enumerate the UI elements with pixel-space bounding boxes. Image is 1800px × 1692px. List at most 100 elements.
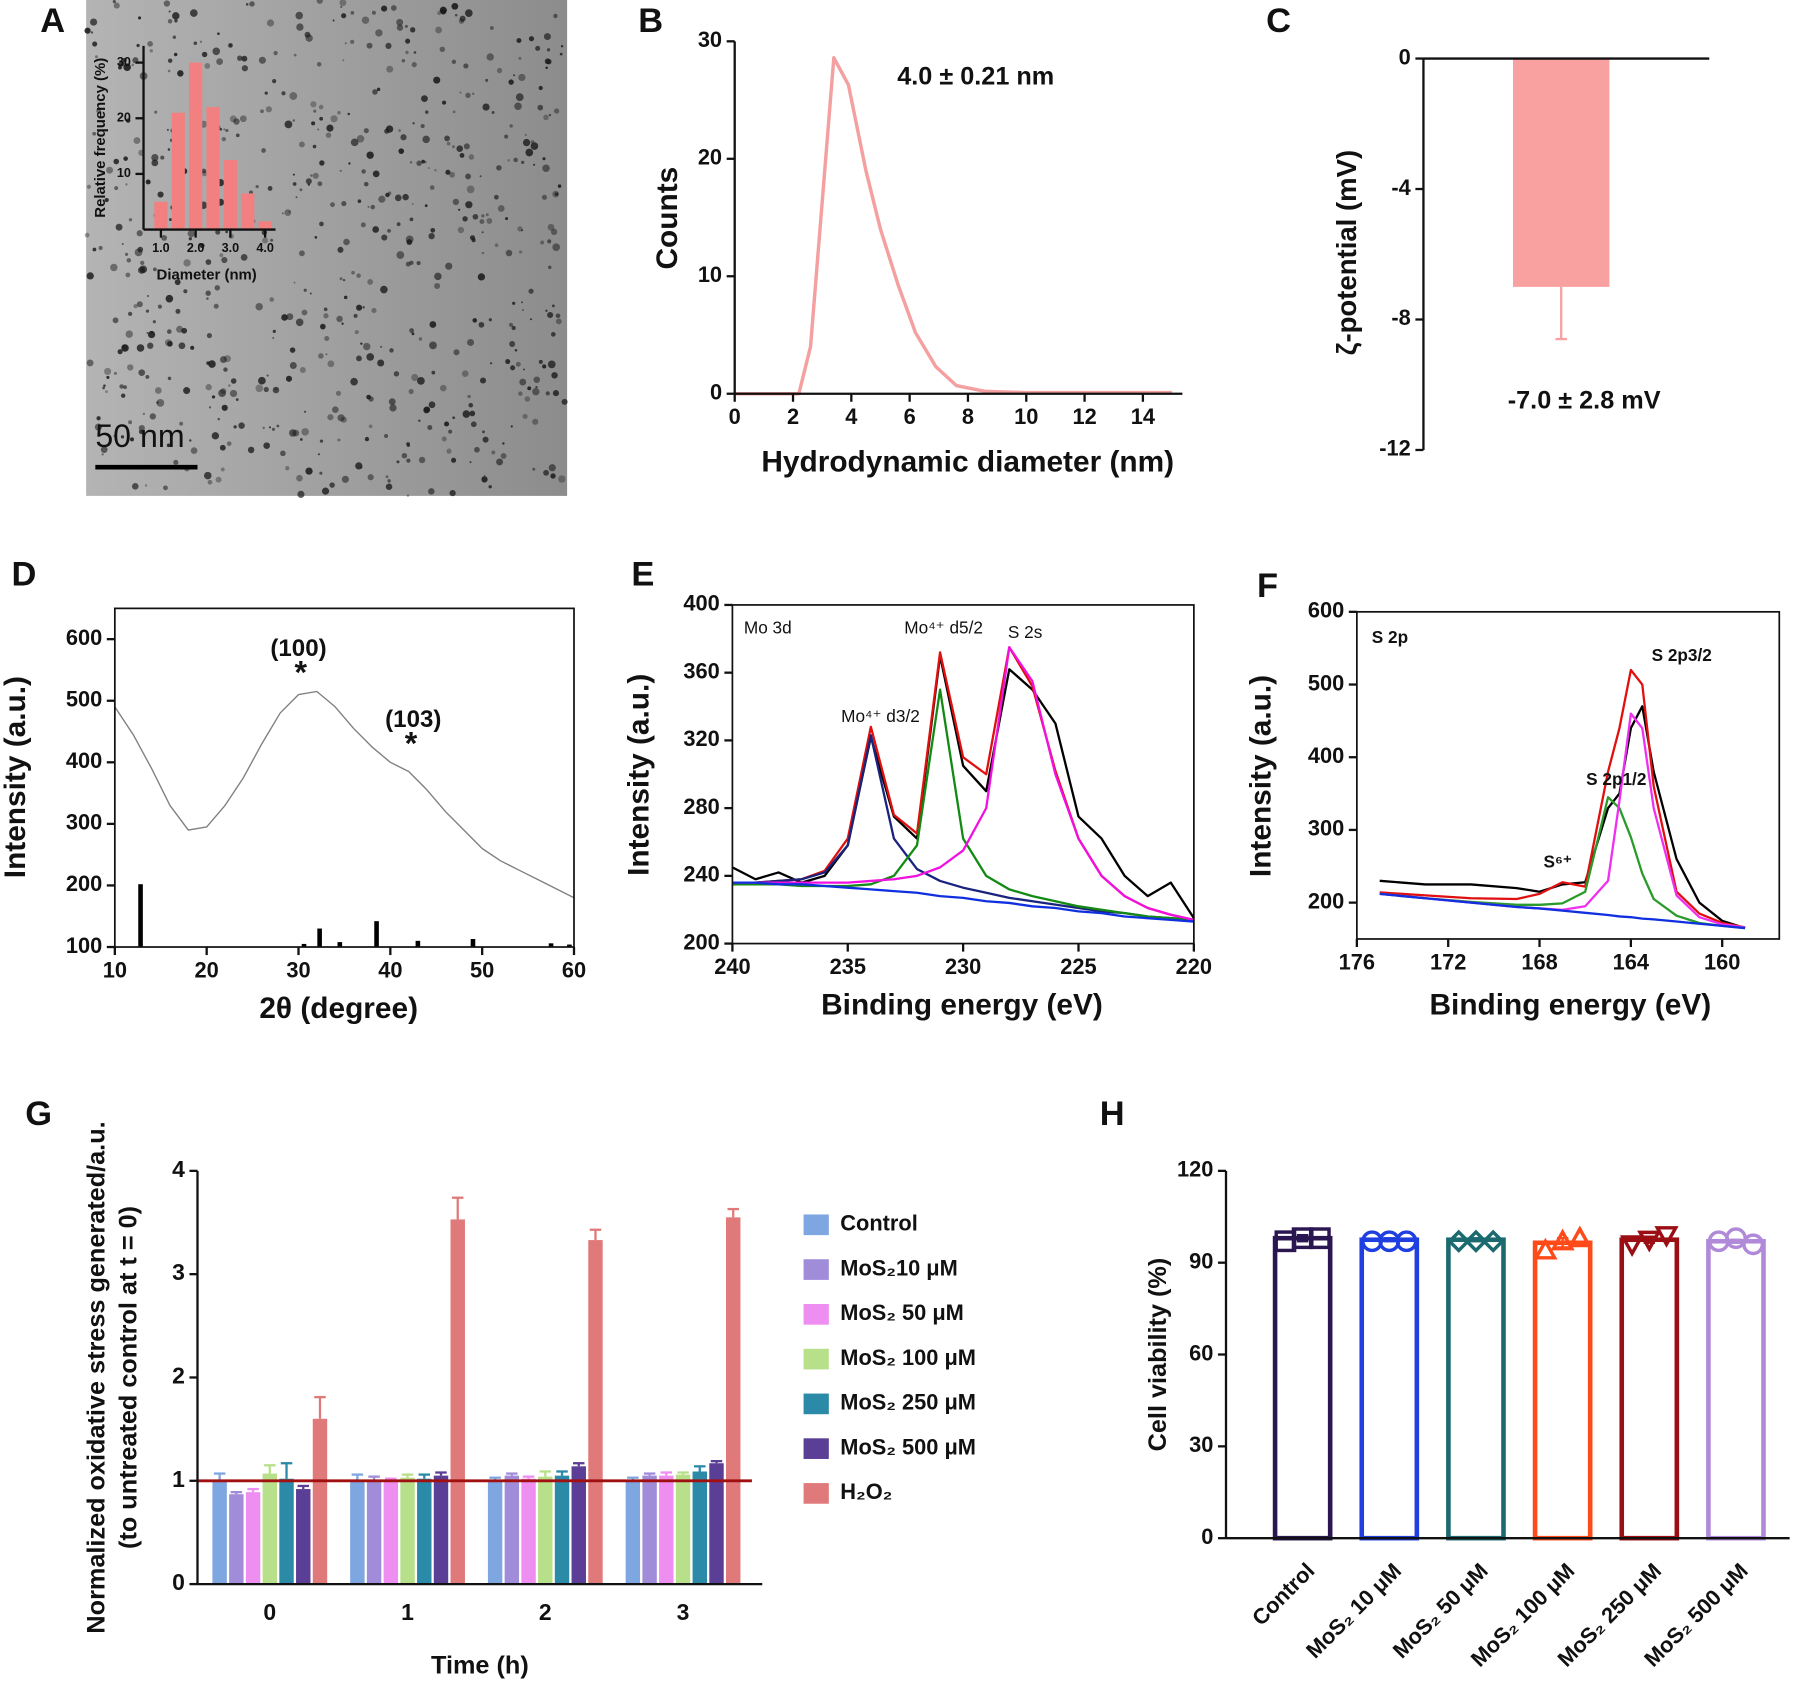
plot-frame <box>1356 610 1781 940</box>
particle <box>418 419 421 422</box>
particle <box>219 127 223 131</box>
particle <box>514 102 522 111</box>
particle <box>552 243 561 252</box>
particle <box>515 93 524 102</box>
particle <box>330 115 338 123</box>
particle <box>451 457 457 463</box>
particle <box>98 245 103 251</box>
annotation: * <box>405 726 418 762</box>
particle <box>518 391 523 396</box>
y-axis-title: Relative frequency (%) <box>92 58 109 218</box>
legend-swatch <box>803 1438 829 1459</box>
particle <box>136 301 143 308</box>
particle <box>550 228 558 236</box>
reference-peak <box>374 921 379 948</box>
particle <box>449 489 456 497</box>
y-axis-title: Intensity (a.u.) <box>1245 675 1278 877</box>
particle <box>173 459 179 465</box>
particle <box>205 290 211 296</box>
particle <box>411 62 417 68</box>
y-axis-title: Cell viability (%) <box>1144 1258 1172 1452</box>
particle <box>145 309 150 313</box>
particle <box>187 229 195 238</box>
particle <box>522 413 528 419</box>
particle <box>360 342 363 345</box>
particle <box>154 387 162 394</box>
particle <box>376 87 381 92</box>
annotation: S 2s <box>1008 622 1042 642</box>
particle <box>319 221 324 227</box>
particle <box>321 487 330 495</box>
legend-swatch <box>803 1259 829 1280</box>
particle <box>398 148 405 154</box>
particle <box>545 66 548 70</box>
x-tick-label: 168 <box>1521 949 1557 974</box>
particle <box>494 243 499 248</box>
particle <box>444 135 450 142</box>
y-tick-label: 0 <box>172 1569 185 1595</box>
particle <box>160 155 165 160</box>
bar <box>154 201 168 230</box>
y-tick-label: 90 <box>1189 1248 1213 1273</box>
line <box>1379 796 1746 930</box>
bar <box>659 1475 674 1585</box>
particle <box>480 377 487 384</box>
particle <box>92 131 97 136</box>
particle <box>201 170 208 177</box>
particle <box>548 464 556 472</box>
particle <box>289 362 297 369</box>
particle <box>140 260 145 266</box>
particle <box>310 174 313 177</box>
particle <box>214 285 221 291</box>
particle <box>255 184 259 189</box>
particle <box>343 238 350 246</box>
particle <box>84 27 91 34</box>
bar <box>417 1478 432 1585</box>
y-tick-label: 240 <box>683 862 719 887</box>
particle <box>482 430 485 434</box>
particle <box>409 260 414 265</box>
particle <box>90 18 98 26</box>
particle <box>86 272 94 280</box>
x-tick-label: 0 <box>729 404 741 429</box>
particle <box>281 91 286 96</box>
bar <box>554 1475 570 1585</box>
particle <box>337 414 345 422</box>
particle <box>115 223 123 231</box>
x-tick-label: 6 <box>904 404 916 429</box>
particle <box>220 356 227 364</box>
particle <box>299 188 303 192</box>
particle <box>486 218 493 224</box>
particle <box>167 58 173 63</box>
particle <box>548 265 552 270</box>
particle <box>163 485 168 491</box>
particle <box>396 222 401 227</box>
particle <box>101 453 104 456</box>
particle <box>518 56 522 60</box>
particle <box>364 436 370 442</box>
particle <box>105 390 108 393</box>
particle <box>348 162 351 165</box>
particle <box>309 292 312 295</box>
particle <box>260 109 264 114</box>
particle <box>553 108 560 114</box>
particle <box>235 398 239 402</box>
particle <box>167 376 172 381</box>
particle <box>317 181 323 187</box>
particle <box>368 424 373 429</box>
particle <box>510 425 513 428</box>
annotation: -7.0 ± 2.8 mV <box>1508 386 1661 414</box>
particle <box>390 5 397 11</box>
bar <box>538 1476 553 1585</box>
particle <box>481 476 488 483</box>
particle <box>489 362 493 365</box>
particle <box>363 181 369 187</box>
particle <box>413 51 417 54</box>
bar <box>1359 1237 1420 1541</box>
line <box>732 881 1194 923</box>
particle <box>521 160 525 164</box>
particle <box>249 1 255 7</box>
particle <box>193 41 198 46</box>
x-tick-label: 10 <box>103 957 127 982</box>
particle <box>128 420 133 425</box>
